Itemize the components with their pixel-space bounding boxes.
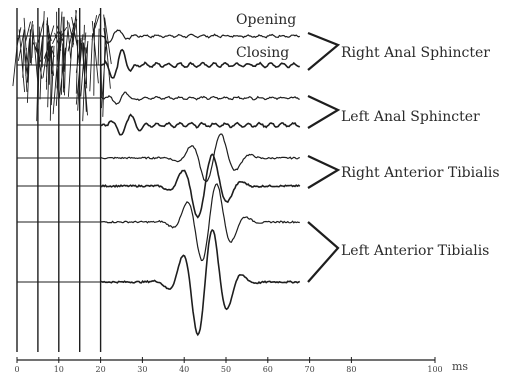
x-tick-label: 20 xyxy=(96,365,106,374)
x-tick-label: 10 xyxy=(54,365,64,374)
x-tick-label: 0 xyxy=(14,365,19,374)
legend-closing: Closing xyxy=(236,45,289,61)
x-axis: 0 10 20 30 40 50 60 70 80 100 xyxy=(14,357,442,374)
emg-trace xyxy=(101,92,300,104)
emg-trace xyxy=(101,184,300,261)
stimulus-artifact xyxy=(13,8,111,352)
group-brackets xyxy=(308,33,338,282)
emg-trace xyxy=(101,134,300,182)
group-bracket xyxy=(308,156,338,188)
x-tick-label: 100 xyxy=(427,365,442,374)
group-label-right-anal-sphincter: Right Anal Sphincter xyxy=(341,45,490,61)
emg-trace xyxy=(101,230,300,335)
group-label-left-anal-sphincter: Left Anal Sphincter xyxy=(341,109,480,125)
group-bracket xyxy=(308,96,338,128)
x-tick-label: 30 xyxy=(137,365,147,374)
artifact-burst xyxy=(13,10,111,121)
x-tick-label: 80 xyxy=(346,365,356,374)
emg-trace xyxy=(101,115,300,135)
group-bracket xyxy=(308,222,338,282)
group-bracket xyxy=(308,33,338,70)
emg-trace xyxy=(101,30,300,43)
legend-opening: Opening xyxy=(236,12,296,28)
x-tick-label: 60 xyxy=(263,365,273,374)
x-tick-label: 70 xyxy=(305,365,315,374)
x-tick-label: 40 xyxy=(179,365,189,374)
group-label-left-anterior-tibialis: Left Anterior Tibialis xyxy=(341,243,489,259)
group-label-right-anterior-tibialis: Right Anterior Tibialis xyxy=(341,165,500,181)
emg-trace xyxy=(101,154,300,217)
x-tick-label: 50 xyxy=(221,365,231,374)
x-axis-unit-label: ms xyxy=(452,360,468,373)
